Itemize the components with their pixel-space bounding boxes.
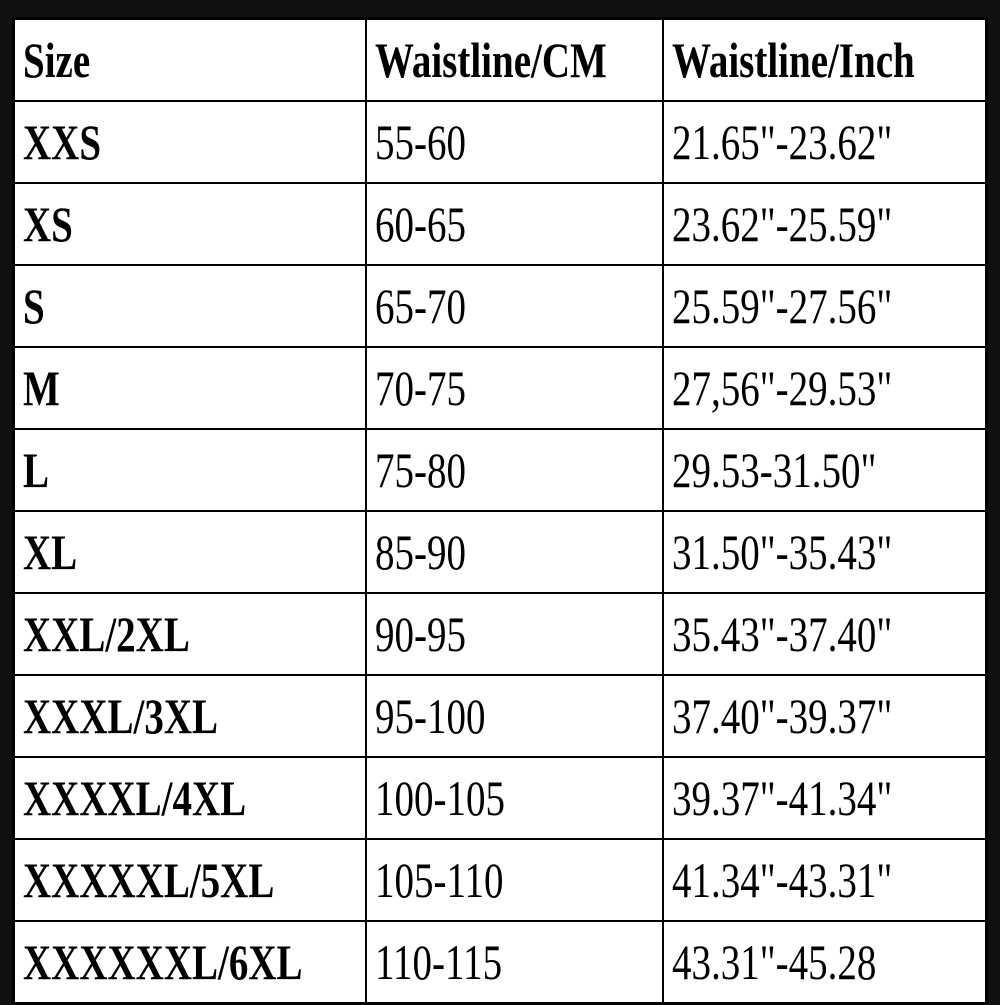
header-cell-cm: Waistline/CM — [364, 17, 664, 102]
cell-cm: 110-115 — [364, 920, 664, 1005]
header-row: Size Waistline/CM Waistline/Inch — [12, 17, 988, 102]
cell-value: 60-65 — [374, 196, 466, 252]
table-row: XXL/2XL 90-95 35.43"-37.40" — [12, 592, 988, 676]
cell-size: XL — [12, 510, 367, 594]
table-row: XL 85-90 31.50"-35.43" — [12, 510, 988, 594]
cell-value: S — [23, 278, 45, 334]
table-row: S 65-70 25.59"-27.56" — [12, 264, 988, 348]
cell-value: 27,56"-29.53" — [671, 360, 892, 416]
cell-cm: 100-105 — [364, 756, 664, 840]
cell-value: XXXL/3XL — [23, 688, 219, 744]
cell-size: XS — [12, 182, 367, 266]
cell-inch: 39.37"-41.34" — [661, 756, 988, 840]
cell-inch: 25.59"-27.56" — [661, 264, 988, 348]
cell-size: XXXL/3XL — [12, 674, 367, 758]
cell-value: XL — [23, 524, 78, 580]
table-row: XXXXXL/5XL 105-110 41.34"-43.31" — [12, 838, 988, 922]
cell-size: M — [12, 346, 367, 430]
cell-value: 75-80 — [374, 442, 466, 498]
cell-size: XXL/2XL — [12, 592, 367, 676]
cell-cm: 85-90 — [364, 510, 664, 594]
cell-value: 37.40"-39.37" — [671, 688, 892, 744]
cell-value: 35.43"-37.40" — [671, 606, 892, 662]
cell-value: 70-75 — [374, 360, 466, 416]
table-row: XS 60-65 23.62"-25.59" — [12, 182, 988, 266]
cell-inch: 23.62"-25.59" — [661, 182, 988, 266]
cell-value: 105-110 — [374, 852, 504, 908]
cell-value: XXS — [23, 114, 102, 170]
table-row: XXS 55-60 21.65"-23.62" — [12, 100, 988, 184]
table-row: L 75-80 29.53-31.50" — [12, 428, 988, 512]
cell-inch: 27,56"-29.53" — [661, 346, 988, 430]
cell-cm: 90-95 — [364, 592, 664, 676]
cell-cm: 60-65 — [364, 182, 664, 266]
table-row: XXXXL/4XL 100-105 39.37"-41.34" — [12, 756, 988, 840]
cell-inch: 43.31"-45.28 — [661, 920, 988, 1005]
header-label: Waistline/Inch — [671, 32, 915, 88]
cell-value: 85-90 — [374, 524, 466, 580]
table-row: XXXL/3XL 95-100 37.40"-39.37" — [12, 674, 988, 758]
cell-value: XXL/2XL — [23, 606, 190, 662]
cell-size: XXS — [12, 100, 367, 184]
cell-value: 43.31"-45.28 — [671, 934, 876, 990]
cell-inch: 21.65"-23.62" — [661, 100, 988, 184]
header-cell-inch: Waistline/Inch — [661, 17, 988, 102]
header-label: Waistline/CM — [374, 32, 607, 88]
cell-value: XXXXXXL/6XL — [23, 934, 303, 990]
cell-value: 110-115 — [374, 934, 502, 990]
cell-value: 39.37"-41.34" — [671, 770, 892, 826]
cell-value: XXXXL/4XL — [23, 770, 247, 826]
header-cell-size: Size — [12, 17, 367, 102]
cell-value: 23.62"-25.59" — [671, 196, 892, 252]
cell-value: 90-95 — [374, 606, 466, 662]
header-label: Size — [23, 32, 91, 88]
cell-value: L — [23, 442, 50, 498]
cell-cm: 70-75 — [364, 346, 664, 430]
cell-inch: 35.43"-37.40" — [661, 592, 988, 676]
cell-cm: 75-80 — [364, 428, 664, 512]
cell-size: S — [12, 264, 367, 348]
cell-value: 29.53-31.50" — [671, 442, 876, 498]
cell-value: 21.65"-23.62" — [671, 114, 892, 170]
cell-size: XXXXL/4XL — [12, 756, 367, 840]
cell-value: 41.34"-43.31" — [671, 852, 892, 908]
cell-size: XXXXXL/5XL — [12, 838, 367, 922]
cell-inch: 37.40"-39.37" — [661, 674, 988, 758]
cell-value: 65-70 — [374, 278, 466, 334]
cell-value: 55-60 — [374, 114, 466, 170]
cell-cm: 65-70 — [364, 264, 664, 348]
table-row: XXXXXXL/6XL 110-115 43.31"-45.28 — [12, 920, 988, 1005]
cell-value: XXXXXL/5XL — [23, 852, 275, 908]
cell-inch: 41.34"-43.31" — [661, 838, 988, 922]
cell-value: 95-100 — [374, 688, 485, 744]
cell-value: 31.50"-35.43" — [671, 524, 892, 580]
cell-cm: 105-110 — [364, 838, 664, 922]
cell-value: XS — [23, 196, 73, 252]
cell-cm: 95-100 — [364, 674, 664, 758]
cell-inch: 31.50"-35.43" — [661, 510, 988, 594]
cell-value: 25.59"-27.56" — [671, 278, 892, 334]
cell-size: L — [12, 428, 367, 512]
size-chart-table: Size Waistline/CM Waistline/Inch XXS 55-6… — [12, 17, 988, 1005]
table-row: M 70-75 27,56"-29.53" — [12, 346, 988, 430]
cell-size: XXXXXXL/6XL — [12, 920, 367, 1005]
cell-value: M — [23, 360, 60, 416]
cell-inch: 29.53-31.50" — [661, 428, 988, 512]
cell-cm: 55-60 — [364, 100, 664, 184]
cell-value: 100-105 — [374, 770, 505, 826]
